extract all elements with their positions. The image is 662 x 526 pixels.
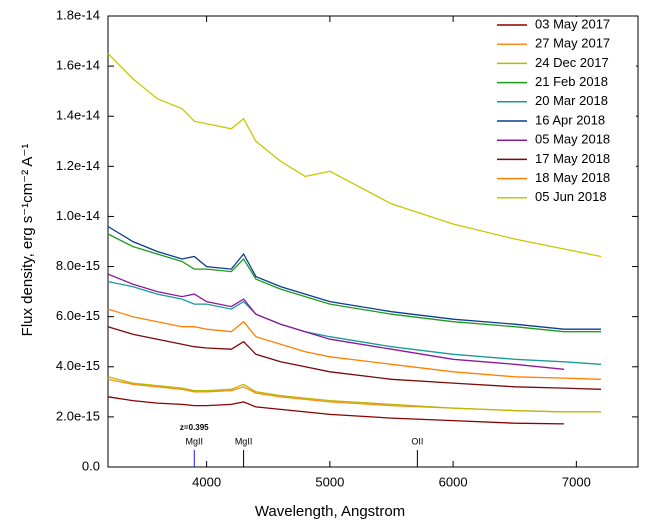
y-tick-label: 2.0e-15 xyxy=(56,408,100,423)
x-tick-label: 7000 xyxy=(562,474,591,489)
spectrum-line xyxy=(107,233,601,333)
x-tick-label: 5000 xyxy=(315,474,344,489)
legend-label: 20 Mar 2018 xyxy=(535,93,608,108)
annotation-label: MgII xyxy=(186,436,204,446)
y-tick-label: 1.4e-14 xyxy=(56,108,100,123)
y-tick-label: 1.2e-14 xyxy=(56,158,100,173)
spectrum-line xyxy=(107,280,602,365)
legend-label: 27 May 2017 xyxy=(535,36,610,51)
legend-label: 21 Feb 2018 xyxy=(535,74,608,89)
legend-box xyxy=(491,17,636,215)
y-tick-label: 6.0e-15 xyxy=(56,308,100,323)
legend-label: 18 May 2018 xyxy=(535,170,610,185)
spectrum-line xyxy=(107,376,601,413)
legend-label: 03 May 2017 xyxy=(535,16,610,31)
spectrum-line xyxy=(107,396,565,425)
spectrum-line xyxy=(107,308,602,380)
x-tick-label: 6000 xyxy=(439,474,468,489)
annotation-label: OII xyxy=(411,436,423,446)
plot-frame xyxy=(107,15,639,468)
spectrum-line xyxy=(107,53,602,258)
legend-label: 24 Dec 2017 xyxy=(535,55,609,70)
legend-label: 17 May 2018 xyxy=(535,151,610,166)
legend-label: 05 Jun 2018 xyxy=(535,189,607,204)
annotation-label: z=0.395 xyxy=(180,423,209,432)
annotation-label: MgII xyxy=(235,436,253,446)
legend-label: 05 May 2018 xyxy=(535,132,610,147)
y-tick-label: 8.0e-15 xyxy=(56,258,100,273)
spectrum-line xyxy=(107,326,602,390)
y-tick-label: 1.6e-14 xyxy=(56,58,100,73)
x-tick-label: 4000 xyxy=(192,474,221,489)
spectrum-line xyxy=(107,378,601,413)
y-tick-label: 4.0e-15 xyxy=(56,358,100,373)
y-tick-label: 0.0 xyxy=(82,458,100,473)
legend-label: 16 Apr 2018 xyxy=(535,112,605,127)
spectrum-line xyxy=(107,225,601,330)
y-tick-label: 1.0e-14 xyxy=(56,208,100,223)
y-tick-label: 1.8e-14 xyxy=(56,7,100,22)
y-axis-label: Flux density, erg s⁻¹cm⁻² A⁻¹ xyxy=(19,144,36,337)
x-axis-label: Wavelength, Angstrom xyxy=(255,503,405,520)
spectrum-line xyxy=(107,273,565,370)
